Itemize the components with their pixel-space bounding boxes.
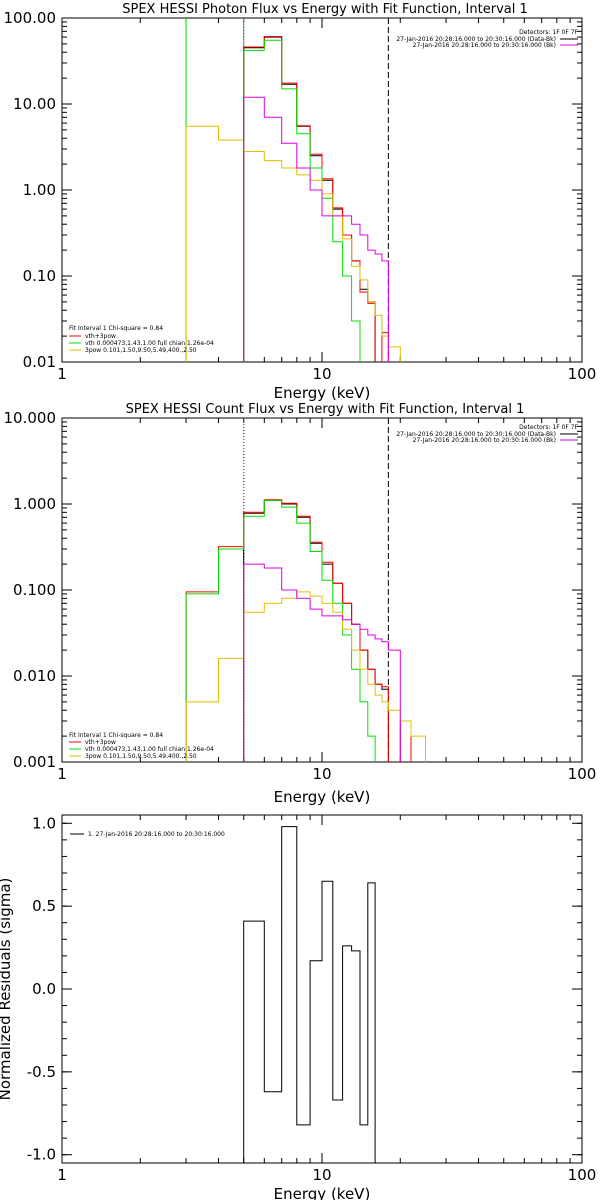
y-tick-label: 0.0 (32, 980, 56, 998)
count-flux-plot-frame (61, 417, 583, 763)
series-vth (185, 499, 376, 762)
series-data-bk (243, 499, 389, 762)
count-flux-x-axis-label: Energy (keV) (274, 788, 371, 806)
count-flux-legend-vth: vth 0.000473,1.43,1.00 full chian 1.26e-… (85, 746, 214, 753)
series-data-bk (243, 36, 376, 362)
series-3pow (185, 125, 401, 362)
x-tick-label: 10 (312, 1166, 331, 1184)
residuals-plot-frame (61, 814, 583, 1164)
y-tick-label: 0.5 (32, 897, 56, 915)
y-tick-label: 10.00 (13, 95, 56, 113)
count-flux-legend-header: Fit Interval 1 Chi-square = 0.84 (69, 732, 163, 739)
count-flux-data-interval-text: 27-Jan-2016 20:28:16.000 to 20:30:16.000… (396, 431, 556, 438)
x-tick-label: 100 (568, 765, 597, 783)
photon-flux-legend-3pow: 3pow 0.101,1.50,9.50,5.49,400.,2.50 (85, 347, 197, 354)
photon-flux-x-axis-label: Energy (keV) (274, 384, 371, 402)
photon-flux-title: SPEX HESSI Photon Flux vs Energy with Fi… (122, 2, 528, 17)
count-flux-detectors-text: Detectors: 1F 0F 7F (519, 424, 578, 431)
x-tick-label: 1 (57, 765, 67, 783)
y-tick-label: -0.5 (27, 1063, 56, 1081)
y-tick-label: 0.010 (13, 667, 56, 685)
photon-flux-legend-header: Fit Interval 1 Chi-square = 0.84 (69, 325, 163, 332)
series-1-27-jan-2016-20-28-16-000-to-20-30-16-000 (243, 826, 376, 1163)
y-tick-label: 0.100 (13, 581, 56, 599)
photon-flux-data-interval-text: 27-Jan-2016 20:28:16.000 to 20:30:16.000… (396, 36, 556, 43)
series-3pow (185, 591, 426, 762)
x-tick-label: 100 (568, 365, 597, 383)
y-tick-label: 1.000 (13, 495, 56, 513)
photon-flux-panel: SPEX HESSI Photon Flux vs Energy with Fi… (4, 2, 597, 402)
photon-flux-detectors-text: Detectors: 1F 0F 7F (519, 29, 578, 36)
x-tick-label: 1 (57, 1166, 67, 1184)
y-tick-label: 1.0 (32, 814, 56, 832)
count-flux-legend-3pow: 3pow 0.101,1.50,9.50,5.49,400.,2.50 (85, 753, 197, 760)
photon-flux-bk-interval-text: 27-Jan-2016 20:28:16.000 to 20:30:16.000… (413, 42, 556, 49)
y-tick-label: 0.001 (13, 753, 56, 771)
y-tick-label: 1.00 (23, 181, 56, 199)
residuals-legend-entry: 1. 27-Jan-2016 20:28:16.000 to 20:30:16.… (88, 831, 225, 838)
y-tick-label: 0.01 (23, 353, 56, 371)
series-vth (243, 39, 361, 362)
residuals-panel: 1 10 100 -1.0 -0.5 0.0 0.5 1.0 Energy (keV) Nor… (0, 814, 596, 1200)
y-tick-label: 10.000 (4, 409, 57, 427)
count-flux-bk-interval-text: 27-Jan-2016 20:28:16.000 to 20:30:16.000… (413, 437, 556, 444)
x-tick-label: 1 (57, 365, 67, 383)
count-flux-panel: SPEX HESSI Count Flux vs Energy with Fit… (4, 402, 597, 806)
photon-flux-legend-vth3pow: vth+3pow (85, 333, 116, 340)
y-tick-label: -1.0 (27, 1146, 56, 1164)
series-vth-3pow (243, 36, 389, 362)
count-flux-title: SPEX HESSI Count Flux vs Energy with Fit… (126, 402, 525, 417)
y-tick-label: 100.00 (4, 9, 57, 27)
residuals-x-axis-label: Energy (keV) (274, 1185, 371, 1200)
residuals-y-axis-label: Normalized Residuals (sigma) (0, 878, 14, 1101)
photon-flux-legend-vth: vth 0.000473,1.43,1.00 full chian 1.26e-… (85, 340, 214, 347)
series-bk (243, 96, 389, 362)
y-tick-label: 0.10 (23, 267, 56, 285)
series-vth-3pow (185, 499, 412, 762)
x-tick-label: 10 (312, 365, 331, 383)
x-tick-label: 10 (312, 765, 331, 783)
x-tick-label: 100 (568, 1166, 597, 1184)
series-bk (243, 563, 401, 762)
count-flux-legend-vth3pow: vth+3pow (85, 739, 116, 746)
